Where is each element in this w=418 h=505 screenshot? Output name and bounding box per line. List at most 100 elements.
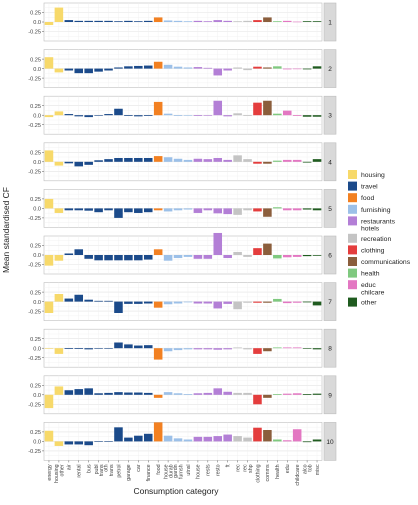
- bar-8-garage: [124, 344, 133, 349]
- x-tick-label: trans: [99, 464, 105, 476]
- bar-4-house-durab: [163, 157, 173, 162]
- facet-strip: [323, 95, 337, 135]
- bar-7-rec: [233, 301, 242, 310]
- y-axis-title: Mean standardised CF: [1, 187, 11, 273]
- legend-swatch-health: [348, 268, 357, 278]
- bar-5-finance: [143, 208, 153, 213]
- bar-10-energy: [44, 430, 54, 442]
- bar-10-health: [273, 439, 282, 442]
- facet-panel-4: -0.25 0.0 0.25 4: [28, 142, 337, 182]
- facet-panels: -0.250.00.251-0.250.00.252-0.250.00.253-…: [28, 2, 337, 461]
- y-tick-label: 0.25: [30, 11, 41, 17]
- y-tick-label: -0.25: [28, 216, 41, 222]
- x-tick-label: rests: [206, 464, 212, 476]
- bar-8-oth-trans: [104, 348, 113, 349]
- y-tick-label: 0.0: [33, 207, 41, 213]
- y-tick-label: -0.25: [28, 403, 41, 409]
- bar-6-rests: [203, 255, 213, 259]
- bar-5-car: [134, 208, 143, 213]
- facet-strip-label: 9: [328, 392, 332, 399]
- bar-8-rests: [203, 348, 213, 350]
- bar-5-food: [153, 208, 163, 211]
- bar-7-misc: [312, 301, 322, 306]
- x-tick-label: house: [196, 464, 202, 478]
- bar-9-rec: [233, 392, 242, 395]
- y-tick-label: -0.25: [28, 123, 41, 129]
- y-tick-label: 0.25: [30, 384, 41, 390]
- bar-6-comms: [263, 243, 272, 255]
- bar-3-food: [153, 101, 163, 116]
- bar-6-gardn-furnsh: [173, 255, 183, 259]
- facet-strip-label: 2: [328, 66, 332, 73]
- bar-1-misc: [312, 21, 322, 22]
- bar-5-bus: [84, 208, 93, 211]
- facet-strip: [323, 282, 337, 321]
- bar-10-housing-other: [54, 441, 64, 446]
- y-tick-label: 0.25: [30, 290, 41, 296]
- bar-5-energy: [44, 198, 54, 209]
- bar-7-childcare: [292, 301, 302, 303]
- legend-swatch-travel: [348, 181, 357, 191]
- bar-1-rec-shp: [243, 20, 252, 22]
- bar-5-comms: [263, 208, 272, 217]
- facet-strip-label: 10: [326, 439, 334, 446]
- bar-7-gardn-furnsh: [173, 301, 183, 304]
- y-tick-label: 0.25: [30, 57, 41, 63]
- bar-2-food: [153, 61, 163, 69]
- bar-2-rec-shp: [243, 68, 252, 71]
- bar-2-comms: [263, 67, 272, 69]
- bar-10-oth-trans: [104, 441, 113, 442]
- bar-7-housing-other: [54, 294, 64, 302]
- facet-panel-8: -0.25 0.0 0.25 8: [28, 328, 337, 368]
- bar-9-bus: [84, 388, 93, 395]
- x-tick-label: furnsh: [178, 464, 184, 479]
- bar-8-finance: [143, 345, 153, 349]
- bar-6-ft: [223, 255, 232, 259]
- x-tick-label: gardn: [173, 464, 179, 478]
- bar-9-petrol: [114, 392, 123, 395]
- bar-4-resto: [213, 158, 223, 162]
- bar-6-house-durab: [163, 255, 173, 261]
- x-tick-label: health: [275, 464, 281, 478]
- bar-4-petrol: [114, 158, 123, 162]
- bar-8-resto: [213, 348, 223, 350]
- facet-panel-6: -0.25 0.0 0.25 6: [28, 232, 337, 275]
- bar-1-alco-tob: [302, 21, 312, 22]
- bar-8-petrol: [114, 342, 123, 349]
- bar-3-misc: [312, 115, 322, 117]
- y-tick-label: -0.25: [28, 356, 41, 362]
- bar-9-publ-trans: [94, 393, 103, 395]
- bar-6-publ-trans: [94, 255, 103, 261]
- bar-7-ft: [223, 301, 232, 304]
- legend-label: communications: [361, 259, 411, 266]
- bar-9-finance: [143, 392, 153, 395]
- bar-1-gardn-furnsh: [173, 20, 183, 22]
- legend-label: health: [361, 271, 380, 278]
- bar-1-food: [153, 17, 163, 22]
- bar-3-health: [273, 113, 282, 116]
- bar-1-health: [273, 21, 282, 22]
- bar-1-car: [134, 21, 143, 22]
- y-tick-label: 0.0: [33, 67, 41, 73]
- bar-8-house-durab: [163, 348, 173, 352]
- y-tick-label: -0.25: [28, 263, 41, 269]
- bar-1-oth-trans: [104, 20, 113, 22]
- bar-8-edu: [282, 347, 292, 349]
- bar-3-edu: [282, 110, 292, 116]
- bar-8-health: [273, 347, 282, 349]
- bar-6-bus: [84, 255, 93, 259]
- bar-6-house: [193, 255, 203, 259]
- bar-9-health: [273, 394, 282, 395]
- bar-7-rec-shp: [243, 301, 252, 303]
- bar-8-rec: [233, 347, 242, 349]
- bar-10-rec-shp: [243, 437, 252, 442]
- legend: housing travel food furnishing restaurantsho…: [348, 170, 411, 307]
- bar-3-garage: [124, 115, 133, 116]
- bar-8-gardn-furnsh: [173, 348, 183, 351]
- bar-10-resto: [213, 436, 223, 442]
- bar-6-resto: [213, 232, 223, 255]
- bar-2-energy: [44, 57, 54, 69]
- bar-1-housing-other: [54, 7, 64, 23]
- bar-10-edu: [282, 440, 292, 442]
